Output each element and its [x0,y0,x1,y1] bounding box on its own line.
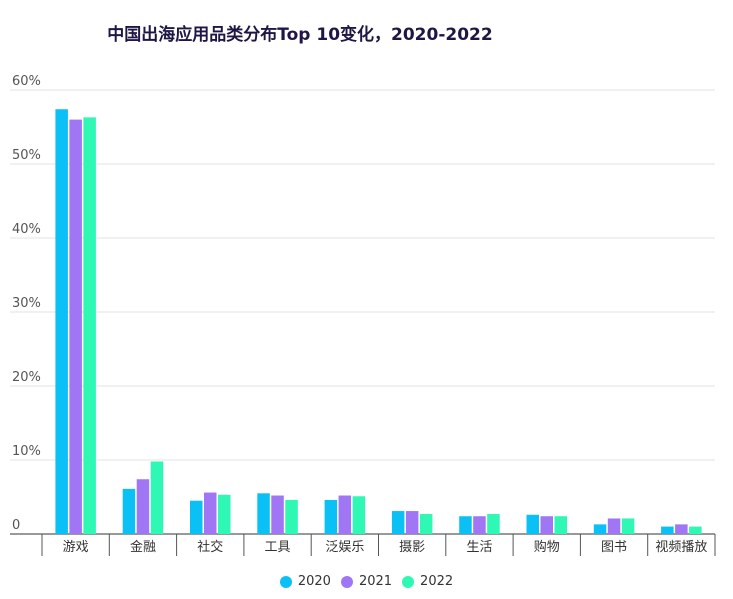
bar [55,109,68,535]
bar [526,514,539,534]
x-tick-label: 生活 [466,540,492,555]
y-tick-label: 10% [12,444,41,459]
x-tick-label: 游戏 [63,540,89,555]
bar [391,511,405,534]
bar [661,526,674,534]
bar [204,492,217,534]
chart-legend: 2020 2021 2022 [0,574,733,589]
x-tick-label: 社交 [197,539,223,555]
bar [621,518,635,534]
legend-marker [279,575,292,588]
bar [459,516,472,534]
y-tick-label: 40% [12,222,41,237]
legend-marker [402,575,415,588]
x-tick-label: 摄影 [399,540,425,555]
y-tick-label: 60% [12,74,41,89]
bar [689,526,702,534]
x-tick-label: 金融 [130,539,156,555]
bar [285,499,298,534]
bar [405,511,419,534]
x-tick-label: 购物 [534,539,560,555]
y-tick-label: 0 [12,518,20,533]
bar [419,514,433,534]
x-tick-label: 泛娱乐 [325,540,364,555]
bar [136,479,150,534]
bar [218,494,231,534]
bar [257,493,270,534]
legend-label: 2022 [420,574,454,589]
bar [190,500,203,534]
bar [554,516,567,534]
bar [271,495,284,534]
y-tick-label: 20% [12,370,41,385]
bar [675,524,688,534]
legend-label: 2020 [297,574,331,589]
bar [150,461,164,534]
bar [487,514,500,534]
legend-marker [340,575,353,588]
bar [324,499,338,534]
bar [540,516,553,534]
chart-title: 中国出海应用品类分布Top 10变化，2020-2022 [107,25,493,45]
x-tick-label: 视频播放 [655,540,707,555]
bar [83,117,96,534]
bar [352,496,366,534]
x-tick-label: 图书 [601,540,627,555]
bar [122,488,136,534]
y-tick-label: 30% [12,296,41,311]
bar [69,119,82,534]
legend-item: 2022 [402,574,453,589]
bar [473,516,486,534]
bar [338,495,352,534]
legend-item: 2021 [340,574,393,589]
y-tick-label: 50% [12,148,41,163]
legend-item: 2020 [279,574,331,589]
x-tick-label: 工具 [265,540,291,555]
legend-label: 2021 [358,574,393,589]
bar [593,524,607,534]
bar [607,518,621,534]
